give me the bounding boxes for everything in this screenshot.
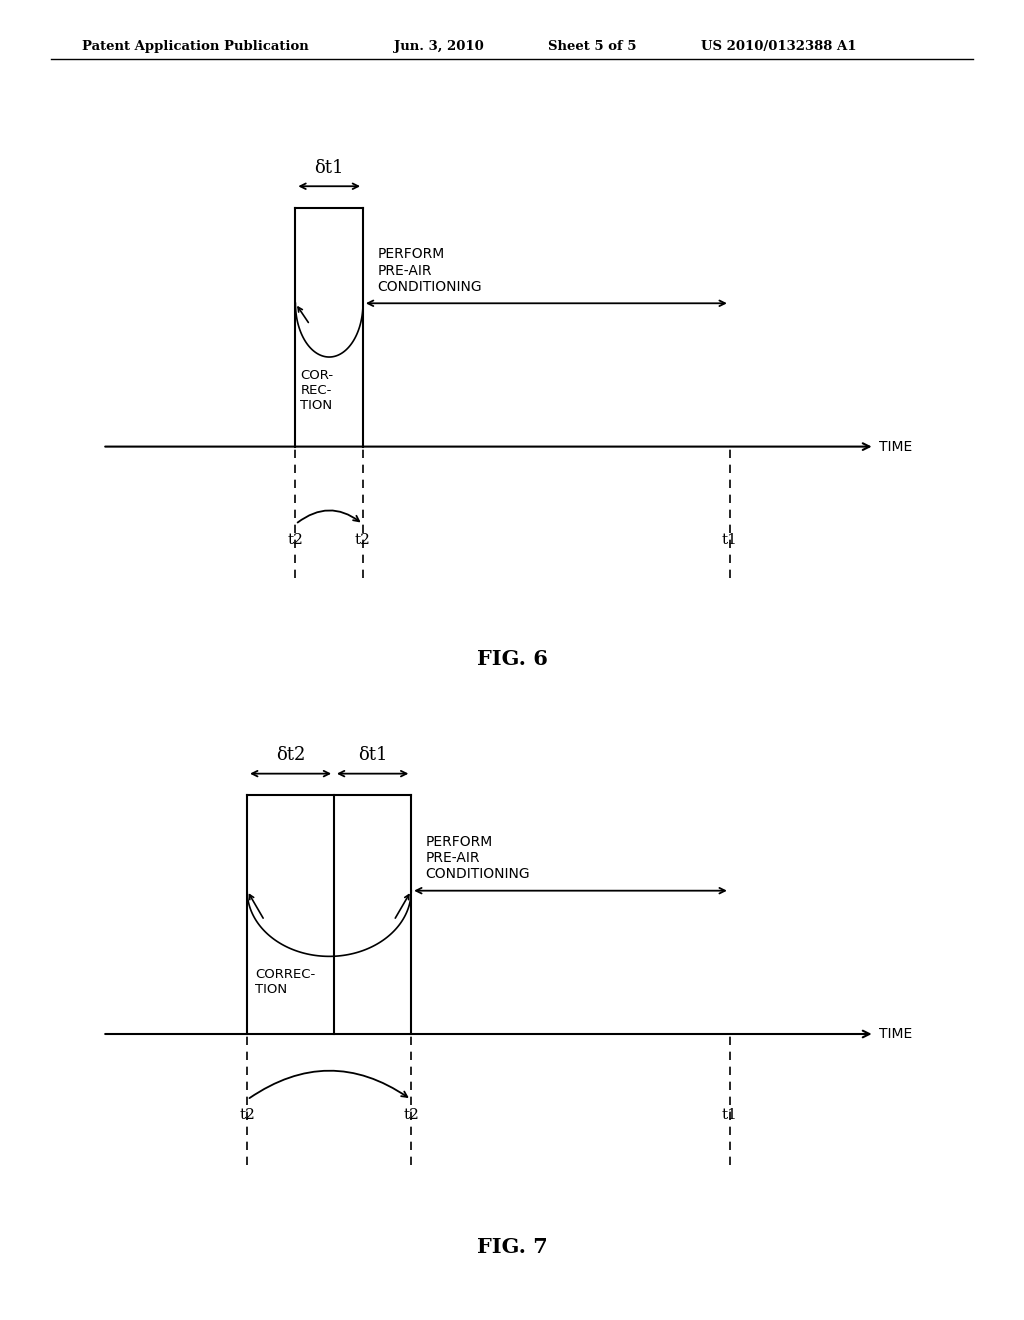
Text: FIG. 7: FIG. 7	[476, 1237, 548, 1257]
Text: Patent Application Publication: Patent Application Publication	[82, 40, 308, 53]
Text: Sheet 5 of 5: Sheet 5 of 5	[548, 40, 636, 53]
Text: PERFORM
PRE-AIR
CONDITIONING: PERFORM PRE-AIR CONDITIONING	[426, 834, 530, 882]
FancyArrowPatch shape	[298, 511, 359, 523]
Text: δt1: δt1	[358, 746, 387, 764]
Text: US 2010/0132388 A1: US 2010/0132388 A1	[701, 40, 857, 53]
FancyArrowPatch shape	[250, 1071, 408, 1098]
Text: t2: t2	[355, 532, 371, 546]
Text: δt1: δt1	[314, 158, 344, 177]
Text: PERFORM
PRE-AIR
CONDITIONING: PERFORM PRE-AIR CONDITIONING	[378, 247, 482, 294]
Text: Jun. 3, 2010: Jun. 3, 2010	[394, 40, 484, 53]
Text: TIME: TIME	[880, 440, 912, 454]
Text: COR-
REC-
TION: COR- REC- TION	[300, 370, 334, 412]
Text: TIME: TIME	[880, 1027, 912, 1041]
Text: FIG. 6: FIG. 6	[476, 649, 548, 669]
Text: t1: t1	[722, 1107, 737, 1122]
Text: t2: t2	[240, 1107, 255, 1122]
Text: CORREC-
TION: CORREC- TION	[255, 969, 315, 997]
Text: t2: t2	[288, 532, 303, 546]
Text: t2: t2	[403, 1107, 419, 1122]
Text: δt2: δt2	[275, 746, 305, 764]
Text: t1: t1	[722, 532, 737, 546]
